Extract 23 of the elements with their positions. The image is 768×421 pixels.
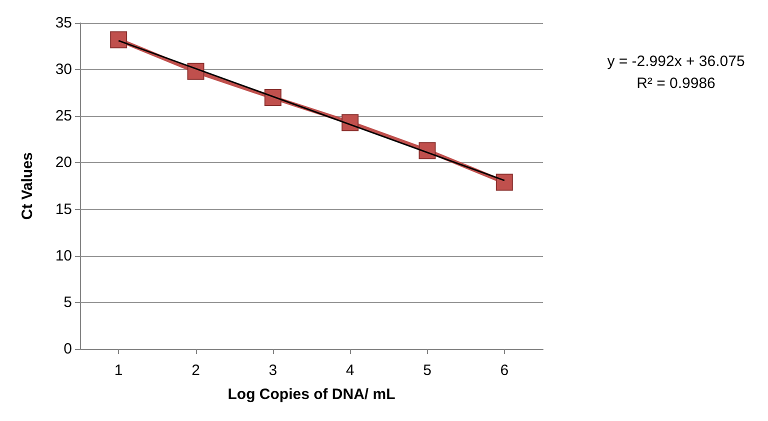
point [418, 142, 436, 160]
y-tick-label: 35 [55, 14, 72, 32]
x-axis-title: Log Copies of DNA/ mL [228, 386, 396, 403]
x-tick-label: 6 [500, 362, 509, 379]
y-tick-label: 15 [55, 200, 72, 218]
point [110, 31, 128, 48]
y-tick-label: 10 [55, 247, 72, 264]
text: R² = 0.9986 [636, 75, 716, 92]
x-tick-label: 3 [268, 362, 278, 379]
y-tick-label: 20 [55, 154, 72, 172]
y-axis-title: Ct Values [19, 152, 36, 220]
y-tick-label: 0 [64, 340, 72, 358]
x-tick-label: 4 [346, 362, 354, 379]
text: y = -2.992x + 36.075 [607, 53, 745, 70]
x-tick-label: 1 [114, 362, 123, 379]
x-tick-label: 2 [192, 362, 200, 379]
x-tick-label: 5 [423, 362, 432, 379]
y-tick-label: 30 [55, 61, 72, 78]
y-tick-label: 5 [64, 294, 72, 311]
point [496, 174, 513, 191]
point [264, 89, 282, 106]
point [342, 114, 359, 132]
y-tick-label: 25 [55, 108, 72, 125]
